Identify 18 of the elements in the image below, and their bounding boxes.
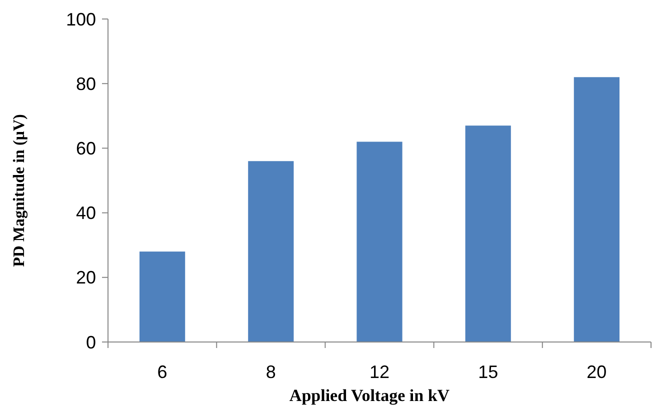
y-axis-title: PD Magnitude in (µV) bbox=[11, 114, 28, 267]
bar bbox=[465, 126, 511, 342]
x-tick-label: 12 bbox=[369, 362, 390, 382]
bar bbox=[356, 142, 402, 342]
x-axis-title: Applied Voltage in kV bbox=[289, 386, 450, 405]
y-tick-label: 0 bbox=[86, 332, 96, 352]
y-tick-label: 80 bbox=[76, 74, 96, 94]
x-tick-label: 15 bbox=[478, 362, 498, 382]
bar bbox=[139, 252, 186, 342]
y-tick-label: 20 bbox=[76, 268, 96, 288]
x-tick-label: 6 bbox=[157, 362, 168, 382]
x-tick-label: 20 bbox=[586, 362, 607, 382]
bar bbox=[574, 77, 620, 342]
y-tick-label: 100 bbox=[66, 9, 96, 30]
y-tick-label: 40 bbox=[76, 203, 96, 224]
y-tick-label: 60 bbox=[76, 138, 96, 158]
x-tick-label: 8 bbox=[266, 362, 276, 382]
bar bbox=[248, 161, 294, 342]
